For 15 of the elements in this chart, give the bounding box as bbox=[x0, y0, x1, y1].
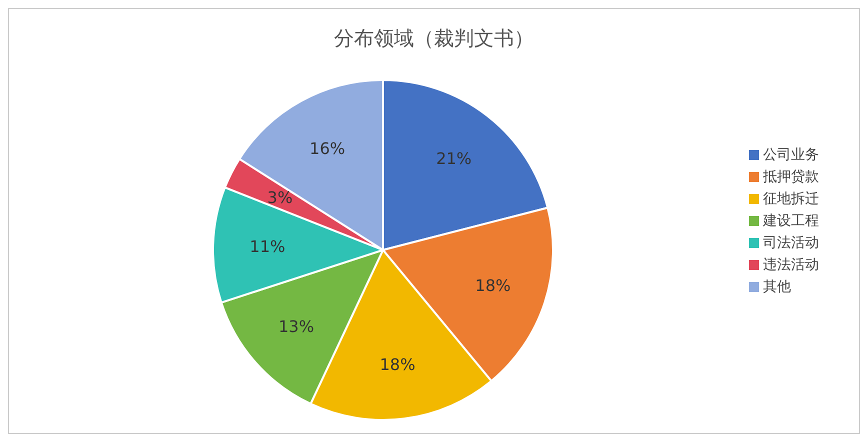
data-label: 18% bbox=[475, 276, 511, 296]
data-label: 16% bbox=[310, 139, 346, 158]
data-label: 21% bbox=[436, 149, 472, 168]
legend-label: 其他 bbox=[763, 279, 791, 295]
legend-label: 建设工程 bbox=[763, 213, 819, 229]
data-label: 11% bbox=[250, 236, 286, 256]
data-label: 13% bbox=[278, 316, 314, 336]
legend-label: 征地拆迁 bbox=[763, 191, 819, 207]
data-label: 18% bbox=[380, 355, 416, 374]
legend-label: 违法活动 bbox=[763, 257, 819, 273]
data-label: 3% bbox=[267, 188, 293, 208]
legend-label: 司法活动 bbox=[763, 235, 819, 251]
legend-label: 抵押贷款 bbox=[763, 169, 819, 185]
legend-label: 公司业务 bbox=[763, 147, 819, 163]
chart-title: 分布领域（裁判文书） bbox=[333, 25, 535, 52]
